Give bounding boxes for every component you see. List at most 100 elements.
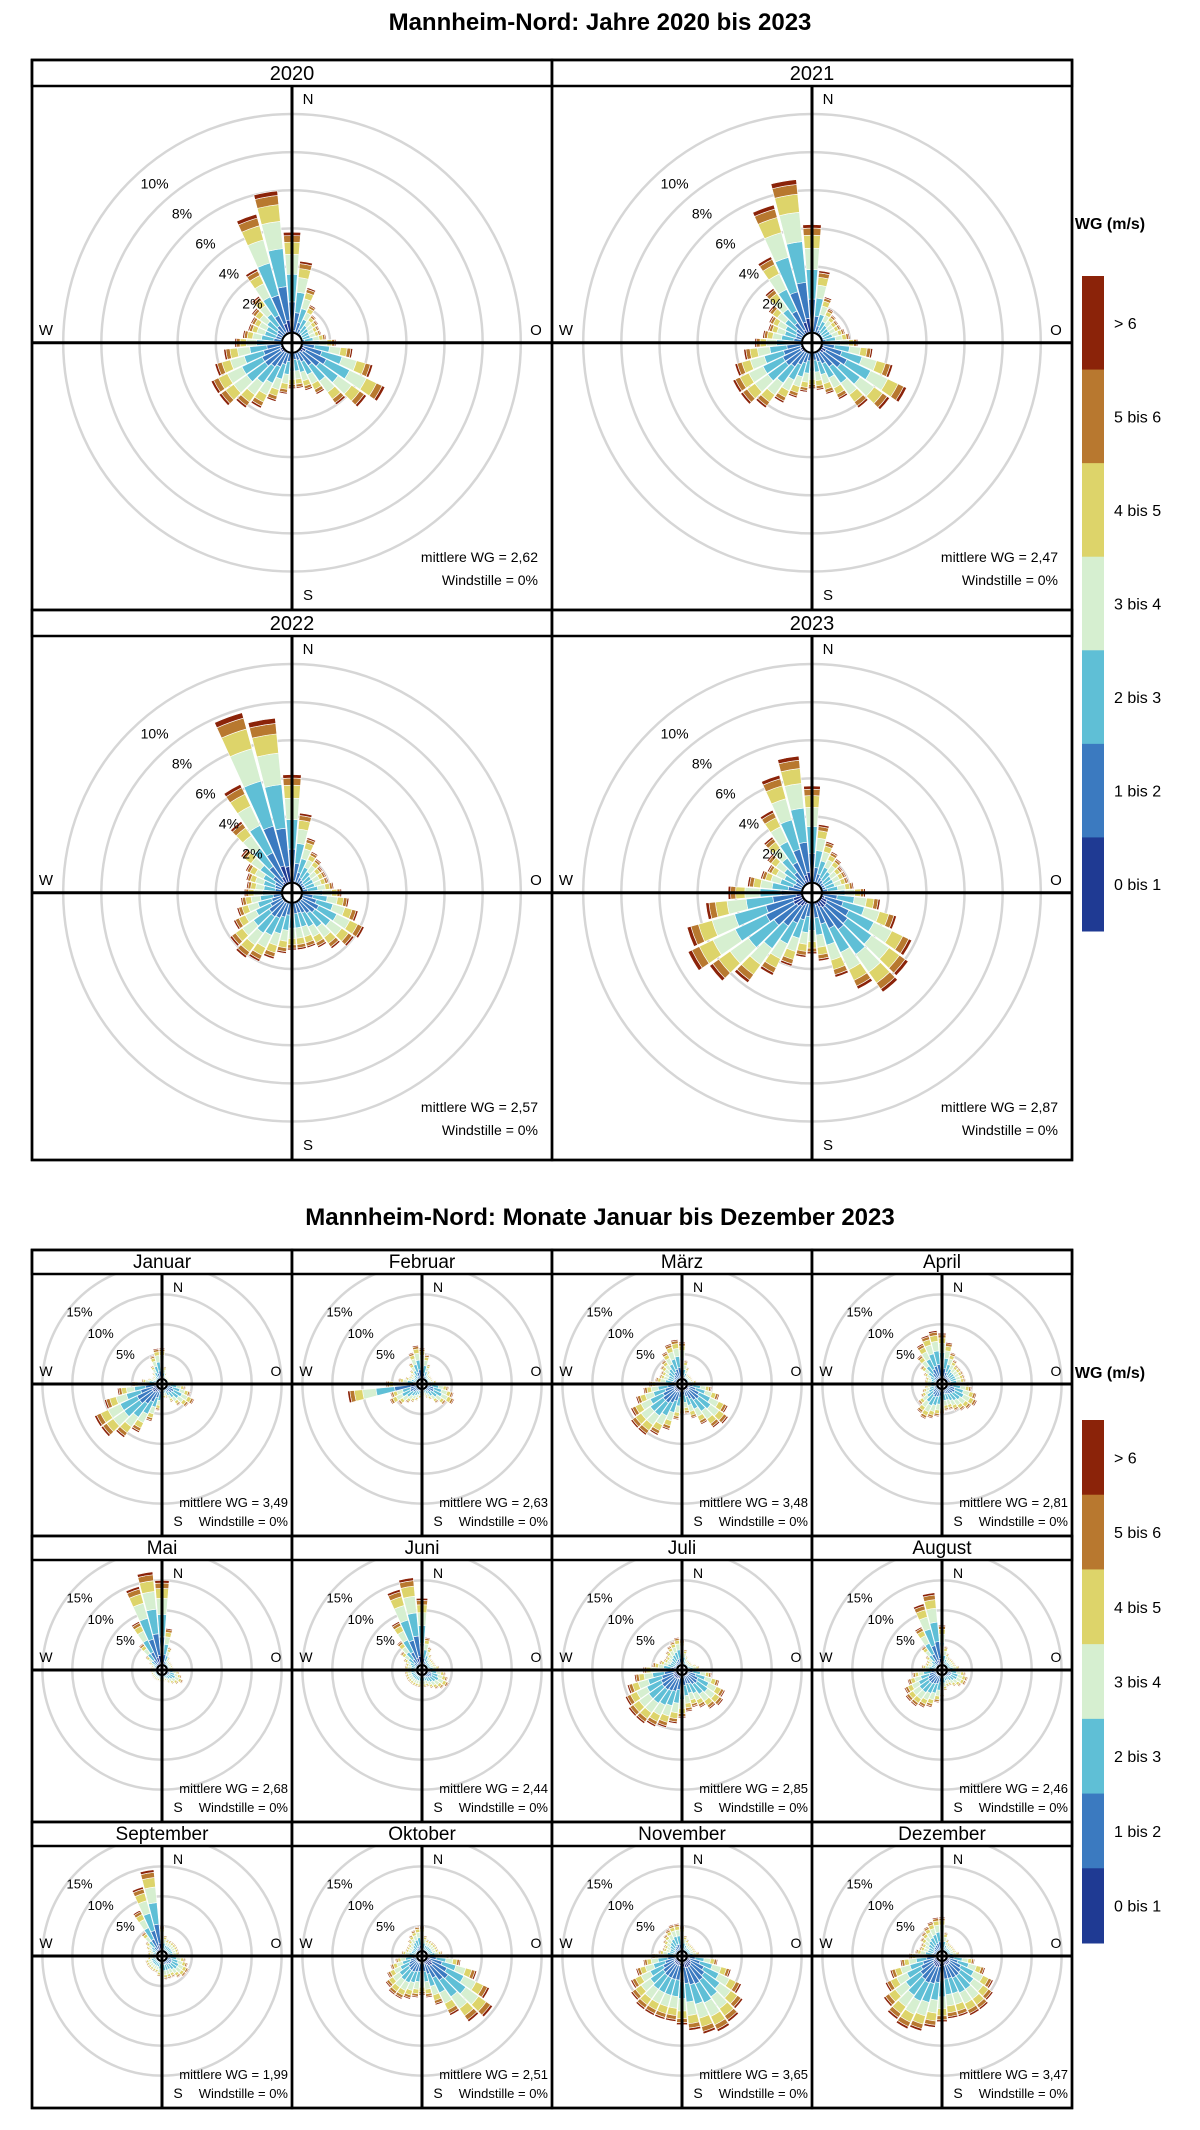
wind-bar-segment [868,348,874,359]
wind-bar-segment [295,385,304,389]
wind-bar-segment [438,1665,441,1669]
wind-bar-segment [664,1343,672,1348]
dir-label-s: S [173,1513,182,1529]
wind-bar-segment [624,1695,633,1707]
wind-bar-segment [661,1351,668,1356]
wind-bar-segment [190,1398,195,1405]
ring-label: 10% [661,176,689,192]
panel-label: Februar [389,1252,456,1273]
dir-label-s: S [953,2085,962,2101]
ring-label: 8% [692,756,712,772]
calm-text: Windstille = 0% [979,1514,1069,1529]
wind-bar-segment [355,925,365,939]
wind-bar-segment [950,1351,957,1356]
dir-label-s: S [953,1513,962,1529]
legend-swatch [1082,1868,1104,1944]
wind-bar-segment [760,870,766,880]
wind-bar-segment [733,1997,744,2009]
ring-label: 15% [67,1591,93,1606]
wind-bar-segment [315,388,325,395]
wind-bar-segment [318,329,322,336]
mean-speed-text: mittlere WG = 2,62 [421,549,538,565]
wind-bar-segment [883,1995,893,2007]
legend-title: WG (m/s) [1075,1365,1145,1382]
ring-label: 15% [587,1591,613,1606]
panel-label: November [638,1824,726,1845]
wind-bar-segment [666,1645,672,1649]
dir-label-n: N [173,1565,183,1581]
wind-bar-segment [957,2011,969,2017]
wind-bar-segment [251,295,261,304]
dir-label-w: W [299,1935,313,1951]
dir-label-o: O [1050,872,1062,889]
ring-label: 6% [715,236,735,252]
wind-bar-segment [236,907,242,917]
wind-bar-segment [919,1942,924,1947]
wind-bar-segment [278,390,288,395]
ring-label: 4% [739,816,759,832]
dir-label-n: N [303,641,314,658]
wind-bar-segment [408,1934,413,1938]
wind-bar-segment [163,1934,168,1937]
monthly-windrose-chart: Mannheim-Nord: Monate Januar bis Dezembe… [30,1204,1161,2110]
wind-bar-segment [825,840,835,847]
panel-label: März [661,1252,703,1273]
wind-bar-segment [245,872,251,881]
calm-text: Windstille = 0% [719,2086,809,2101]
wind-bar-segment [386,1588,401,1597]
wind-bar-segment [922,1925,929,1931]
calm-text: Windstille = 0% [719,1514,809,1529]
wind-bar-segment [397,1377,400,1383]
wind-bar-segment [743,348,748,361]
wind-bar-segment [246,880,250,889]
wind-bar-segment [184,1957,187,1963]
wind-bar-segment [943,1931,949,1934]
panel-label: September [116,1824,210,1845]
calm-text: Windstille = 0% [962,572,1058,588]
wind-bar-segment [715,1393,720,1401]
wind-bar-segment [946,1652,950,1655]
legend-swatch [1082,1420,1104,1496]
wind-bar-segment [752,204,776,217]
wind-bar-segment [777,755,800,765]
wind-bar-segment [914,1948,918,1954]
panel-border [550,608,1074,1162]
wind-bar-segment [914,1626,923,1633]
wind-bar-segment [411,1345,419,1348]
wind-bar-segment [402,1995,411,2000]
dir-label-n: N [173,1279,183,1295]
wind-bar-segment [837,323,842,330]
wind-bar-segment [672,1417,680,1421]
wind-bar-segment [664,1650,669,1654]
wind-bar-segment [823,296,833,302]
legend-swatch [1082,463,1104,558]
wind-bar-segment [399,1650,404,1656]
panel-label: Juli [668,1538,697,1559]
wind-bar-segment [856,977,873,990]
wind-bar-segment [668,1720,678,1724]
wind-bar-segment [933,1414,940,1418]
wind-bar-segment [818,956,830,962]
dir-label-n: N [173,1851,183,1867]
panel-label: Juni [405,1538,440,1559]
wind-bar-segment [423,1686,427,1689]
wind-bar-segment [719,1689,726,1698]
wind-bar-segment [362,1388,378,1400]
mean-speed-text: mittlere WG = 3,49 [179,1495,288,1510]
wind-bar-segment [136,1571,154,1578]
wind-bar-segment [347,1390,353,1404]
calm-text: Windstille = 0% [199,1800,289,1815]
wind-bar-segment [907,1678,911,1686]
panel-strip [30,1820,294,1848]
wind-bar-segment [705,902,713,920]
ring-label: 15% [67,1305,93,1320]
wind-bar-segment [968,2008,980,2016]
ring-label: 10% [608,1898,634,1913]
dir-label-s: S [173,1799,182,1815]
wind-bar-segment [899,938,913,956]
wind-bar-segment [818,270,831,276]
dir-label-n: N [823,641,834,658]
wind-bar-segment [958,1665,961,1669]
